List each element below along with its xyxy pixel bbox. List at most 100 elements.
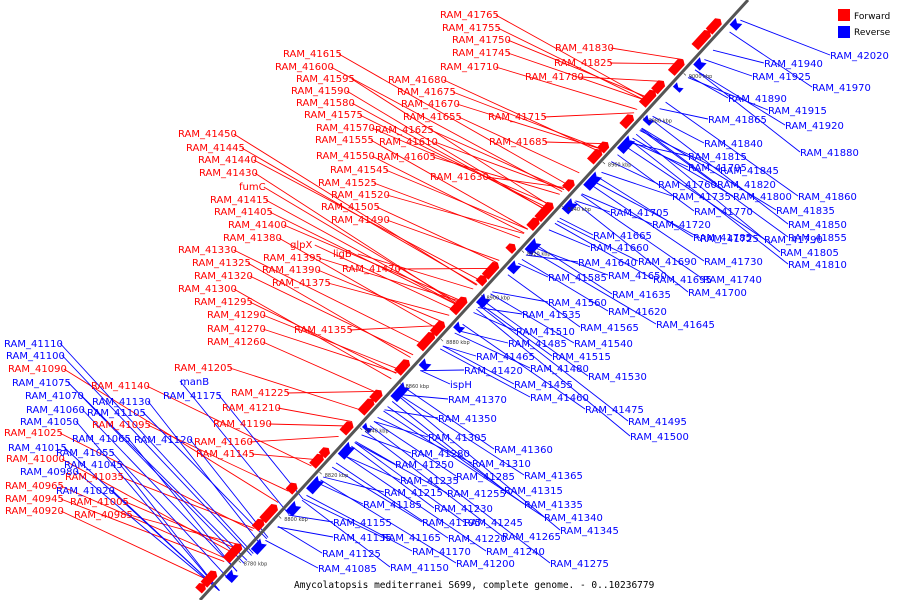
reverse-gene-label: RAM_41085 — [318, 564, 377, 575]
forward-gene — [416, 332, 436, 352]
reverse-gene-label: RAM_41915 — [768, 106, 827, 117]
tick-mark — [683, 73, 687, 76]
reverse-gene-label: RAM_41660 — [590, 243, 649, 254]
forward-connector — [262, 328, 397, 374]
reverse-gene-label: RAM_41485 — [508, 339, 567, 350]
reverse-gene-label: RAM_41175 — [163, 391, 222, 402]
reverse-gene-label: RAM_41650 — [608, 271, 667, 282]
reverse-connector — [80, 394, 248, 561]
reverse-gene-label: RAM_41020 — [56, 486, 115, 497]
forward-connector — [277, 407, 353, 423]
forward-gene-label: RAM_40945 — [5, 494, 64, 505]
reverse-connector — [320, 479, 457, 564]
reverse-connector — [473, 312, 517, 332]
forward-connector — [59, 432, 253, 531]
reverse-connector — [712, 49, 765, 64]
reverse-gene-label: RAM_41365 — [524, 471, 583, 482]
reverse-connector — [518, 262, 549, 278]
forward-gene — [505, 243, 517, 254]
reverse-gene-label: RAM_41345 — [560, 526, 619, 537]
forward-connector — [507, 39, 649, 99]
forward-connector — [60, 510, 208, 581]
forward-gene — [587, 148, 603, 165]
reverse-gene-label: RAM_41705 — [610, 208, 669, 219]
reverse-connector — [630, 140, 789, 265]
reverse-gene-label: RAM_41810 — [788, 260, 847, 271]
forward-gene — [619, 114, 635, 130]
reverse-gene-label: RAM_41700 — [688, 288, 747, 299]
reverse-gene-label: RAM_41820 — [717, 180, 776, 191]
forward-gene-label: RAM_41325 — [192, 258, 251, 269]
reverse-gene — [693, 57, 707, 71]
reverse-gene-label: RAM_41560 — [548, 298, 607, 309]
reverse-gene-label: RAM_41640 — [578, 258, 637, 269]
reverse-gene-label: RAM_41125 — [322, 549, 381, 560]
reverse-gene-label: RAM_41315 — [504, 486, 563, 497]
forward-gene — [195, 583, 206, 594]
forward-gene — [369, 389, 383, 403]
forward-connector — [268, 423, 349, 427]
forward-connector — [247, 262, 411, 358]
forward-gene-label: RAM_41330 — [178, 245, 237, 256]
forward-gene-label: RAM_41320 — [194, 271, 253, 282]
forward-connector — [249, 435, 339, 443]
forward-gene-label: RAM_41400 — [228, 220, 287, 231]
reverse-connector — [75, 470, 220, 591]
reverse-gene — [561, 198, 578, 215]
reverse-connector — [364, 430, 503, 537]
tick-mark — [278, 516, 282, 519]
forward-gene-label: RAM_41780 — [525, 72, 584, 83]
forward-connector — [233, 288, 392, 380]
reverse-connector — [480, 304, 553, 357]
reverse-gene — [306, 475, 325, 495]
reverse-gene — [642, 114, 654, 126]
reverse-gene-label: RAM_41280 — [411, 449, 470, 460]
forward-gene-label: RAM_41605 — [377, 152, 436, 163]
forward-connector — [125, 501, 237, 550]
reverse-gene-label: RAM_41920 — [785, 121, 844, 132]
reverse-gene — [285, 500, 302, 517]
reverse-gene-label: RAM_41540 — [574, 339, 633, 350]
forward-gene — [318, 447, 330, 459]
forward-gene-label: RAM_41505 — [321, 202, 380, 213]
forward-gene-label: RAM_40920 — [5, 506, 64, 517]
reverse-connector — [641, 128, 718, 185]
forward-gene-label: RAM_41765 — [440, 10, 499, 21]
forward-gene-label: RAM_41090 — [8, 364, 67, 375]
reverse-gene-label: RAM_41840 — [704, 139, 763, 150]
tick-mark — [400, 383, 403, 386]
reverse-connector — [694, 69, 801, 153]
reverse-connector — [665, 101, 799, 197]
forward-gene-label: RAM_41095 — [92, 420, 151, 431]
forward-gene — [651, 80, 666, 95]
reverse-connector — [629, 140, 689, 168]
reverse-connector — [383, 410, 545, 518]
forward-connector — [249, 275, 414, 356]
reverse-connector — [704, 59, 753, 77]
reverse-connector — [398, 394, 525, 476]
gene-glyphs — [195, 18, 743, 594]
reverse-connector — [617, 154, 695, 212]
reverse-connector — [640, 129, 789, 238]
reverse-connector — [532, 246, 609, 276]
tick-label: 8900 kbp — [487, 296, 511, 302]
forward-connector — [580, 76, 663, 82]
reverse-gene — [507, 260, 522, 275]
forward-gene-label: RAM_41205 — [174, 363, 233, 374]
reverse-connector — [479, 305, 629, 422]
reverse-gene-label: RAM_41475 — [585, 405, 644, 416]
forward-connector — [452, 91, 602, 150]
reverse-connector — [277, 526, 323, 554]
reverse-gene-label: RAM_41970 — [812, 83, 871, 94]
reverse-connector — [659, 108, 709, 120]
reverse-gene — [362, 422, 373, 434]
reverse-gene-label: RAM_41155 — [333, 518, 392, 529]
reverse-connector — [331, 466, 423, 523]
reverse-gene — [617, 135, 636, 154]
reverse-connector — [554, 222, 654, 280]
reverse-gene-label: RAM_41215 — [384, 488, 443, 499]
forward-gene-label: RAM_41225 — [231, 388, 290, 399]
reverse-gene-label: RAM_41940 — [764, 59, 823, 70]
reverse-connector — [404, 387, 495, 450]
